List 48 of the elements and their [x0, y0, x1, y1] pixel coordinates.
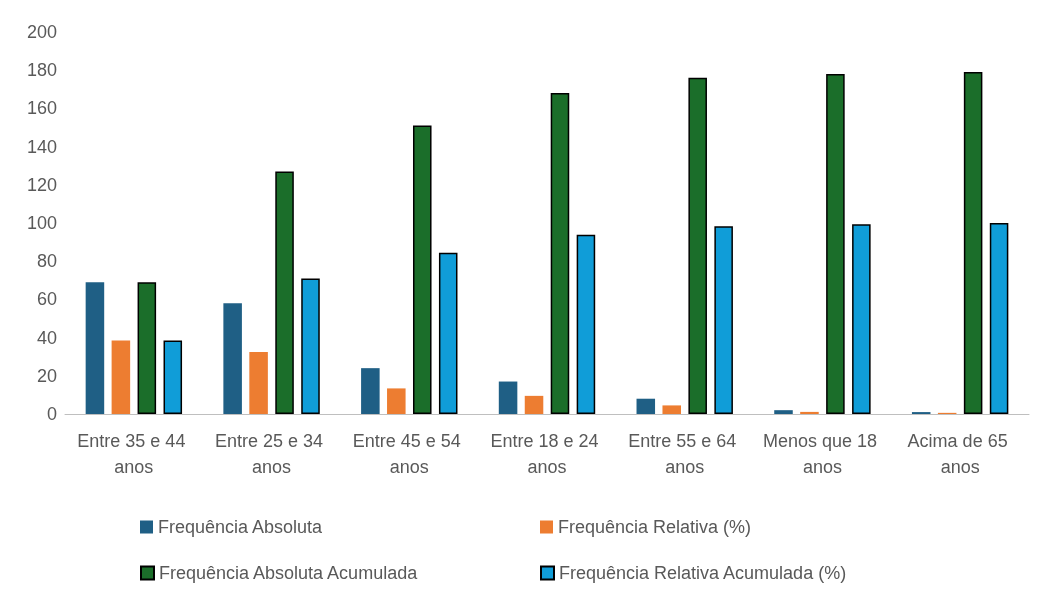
- bar: [963, 72, 983, 414]
- bar: [111, 340, 131, 414]
- bar: [163, 340, 183, 414]
- x-tick-label: Entre 55 e 64 anos: [628, 431, 742, 477]
- bar: [800, 411, 819, 414]
- bar: [852, 224, 871, 414]
- y-tick-label: 80: [36, 251, 57, 272]
- y-tick-label: 200: [26, 22, 57, 42]
- y-tick-label: 0: [46, 404, 57, 424]
- y-tick-label: 60: [36, 289, 57, 310]
- y-tick-label: 180: [26, 60, 57, 81]
- bar: [412, 125, 432, 414]
- y-tick-label: 100: [26, 213, 57, 233]
- bar: [301, 278, 320, 414]
- bar: [387, 388, 406, 414]
- bar: [498, 381, 518, 414]
- bar: [85, 282, 105, 414]
- bar: [524, 395, 544, 414]
- x-tick-label: Menos que 18 anos: [762, 431, 882, 477]
- legend-label: Frequência Absoluta: [158, 517, 324, 537]
- bar: [826, 74, 845, 414]
- x-tick-label: Entre 25 e 34 anos: [215, 431, 329, 477]
- bar: [275, 171, 294, 414]
- bar: [438, 252, 458, 414]
- bar: [361, 368, 380, 414]
- bar: [714, 226, 733, 414]
- legend-label: Frequência Relativa (%): [558, 517, 752, 537]
- x-tick-label: Acima de 65 anos: [907, 431, 1013, 477]
- y-tick-label: 120: [26, 174, 57, 195]
- legend-label: Frequência Relativa Acumulada (%): [559, 563, 847, 583]
- legend-label: Frequência Absoluta Acumulada: [159, 563, 419, 583]
- y-tick-label: 20: [36, 365, 57, 386]
- bar: [636, 398, 656, 414]
- bar: [576, 234, 596, 414]
- x-tick-label: Entre 35 e 44 anos: [77, 431, 191, 477]
- bar: [223, 303, 242, 414]
- bar: [989, 223, 1009, 414]
- y-tick-label: 160: [26, 98, 57, 119]
- bar: [774, 410, 793, 414]
- x-tick-label: Entre 18 e 24 anos: [490, 431, 604, 477]
- y-tick-label: 40: [36, 327, 57, 348]
- bar: [249, 352, 268, 414]
- y-tick-label: 140: [26, 136, 57, 157]
- bar: [137, 282, 157, 414]
- bar: [550, 93, 570, 414]
- x-tick-label: Entre 45 e 54 anos: [352, 431, 466, 477]
- bar: [688, 77, 707, 414]
- bar: [662, 405, 682, 414]
